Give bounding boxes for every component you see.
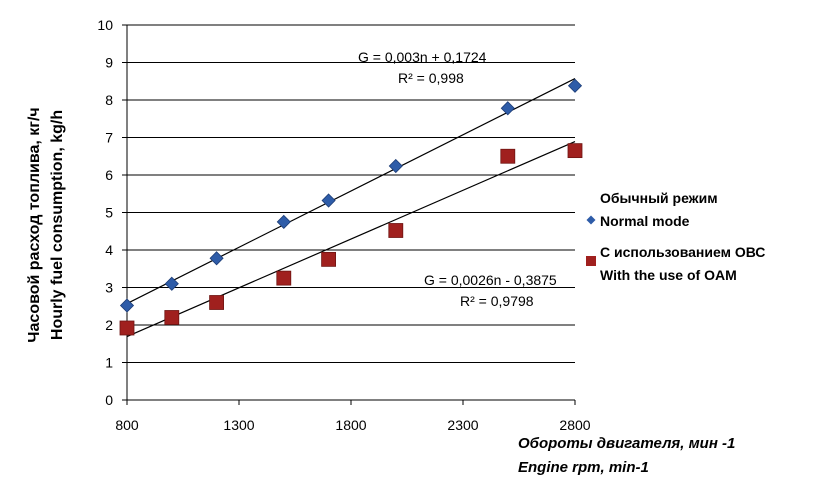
- x-tick-label-0: 800: [115, 417, 139, 433]
- legend-series-2-label-ru: С использованием ОВС: [600, 244, 765, 260]
- y-tick-label-8: 8: [105, 92, 113, 108]
- point-series-1-3: [276, 214, 291, 229]
- y-tick-label-10: 10: [97, 17, 113, 33]
- legend-series-1-label-en: Normal mode: [600, 213, 690, 229]
- point-series-2-3: [276, 270, 292, 286]
- x-tick-label-3: 2300: [447, 417, 478, 433]
- point-series-1-1: [164, 276, 179, 291]
- legend-series-1-label-ru: Обычный режим: [600, 190, 718, 206]
- y-tick-label-5: 5: [105, 205, 113, 221]
- trendline-1-r2: R² = 0,998: [398, 70, 464, 86]
- grid-lines: [127, 24, 575, 363]
- point-series-1-4: [321, 193, 336, 208]
- y-axis-title-en: Hourly fuel consumption, kg/h: [49, 110, 66, 340]
- point-series-1-0: [119, 298, 135, 313]
- point-series-2-5: [388, 223, 404, 238]
- trendlines: [126, 77, 576, 338]
- y-tick-label-6: 6: [105, 167, 113, 183]
- legend: Обычный режим Normal mode С использовани…: [586, 190, 765, 283]
- data-points: [119, 78, 583, 336]
- point-series-1-5: [388, 158, 403, 174]
- x-tick-labels: 800 1300 1800 2300 2800: [115, 400, 591, 433]
- y-tick-label-3: 3: [105, 280, 113, 296]
- y-tick-label-7: 7: [105, 130, 113, 146]
- y-tick-label-2: 2: [105, 317, 113, 333]
- trendline-series-1: [126, 77, 576, 305]
- trendline-2-r2: R² = 0,9798: [460, 293, 534, 309]
- y-tick-labels: 0 1 2 3 4 5 6 7 8 9 10: [97, 17, 127, 408]
- x-tick-label-2: 1800: [335, 417, 366, 433]
- trendline-1-equation: G = 0,003n + 0,1724: [358, 49, 487, 65]
- legend-series-2-marker: [586, 256, 596, 266]
- point-series-2-7: [567, 143, 583, 159]
- trendline-series-2: [126, 140, 576, 338]
- y-tick-label-0: 0: [105, 392, 113, 408]
- point-series-2-0: [119, 320, 135, 336]
- point-series-1-2: [209, 251, 224, 266]
- legend-series-2-label-en: With the use of OAM: [600, 267, 737, 283]
- legend-series-1-marker: [586, 215, 596, 225]
- x-axis-title-en: Engine rpm, min-1: [518, 459, 649, 476]
- x-tick-label-1: 1300: [223, 417, 254, 433]
- point-series-1-7: [567, 78, 583, 93]
- point-series-2-4: [321, 251, 337, 267]
- x-axis-title-ru: Обороты двигателя, мин -1: [518, 435, 735, 452]
- point-series-1-6: [500, 101, 515, 116]
- y-tick-label-9: 9: [105, 55, 113, 71]
- trendline-2-equation: G = 0,0026n - 0,3875: [424, 272, 557, 288]
- point-series-2-2: [209, 295, 225, 310]
- point-series-2-1: [164, 310, 180, 325]
- y-tick-label-1: 1: [105, 355, 113, 371]
- point-series-2-6: [500, 148, 516, 164]
- x-tick-label-4: 2800: [559, 417, 590, 433]
- y-axis-title-ru: Часовой расход топлива, кг/ч: [26, 107, 43, 342]
- y-tick-label-4: 4: [105, 242, 113, 258]
